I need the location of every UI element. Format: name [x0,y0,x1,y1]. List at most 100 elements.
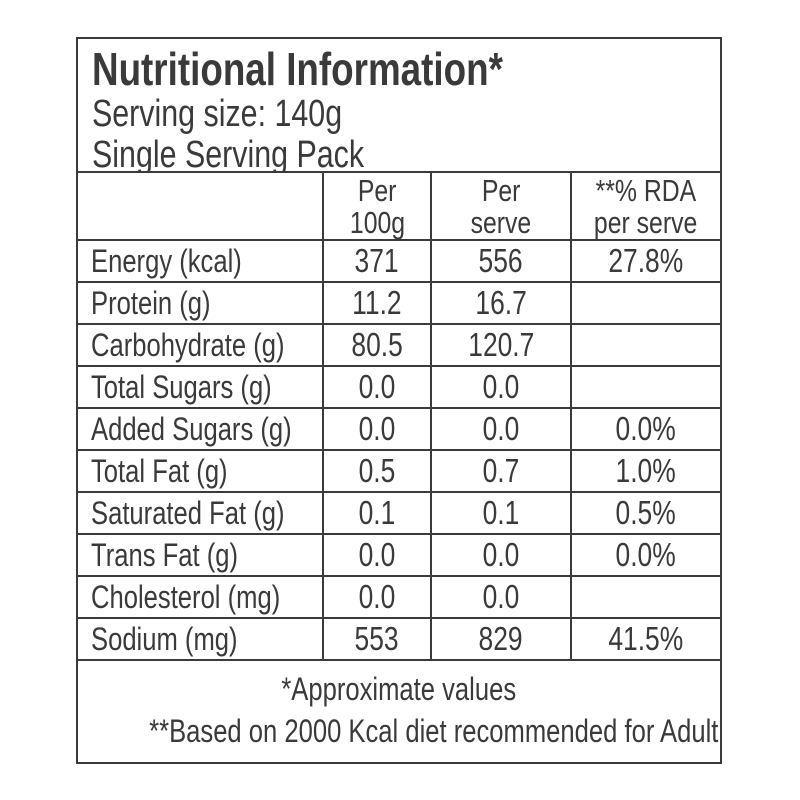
per-serve-value: 829 [432,619,572,661]
rda-value: 41.5% [572,619,720,661]
col-header-per-serve-line1: Per [481,173,521,208]
rda-value: 27.8% [572,241,720,283]
per-serve-value: 120.7 [432,325,572,367]
per-serve-value: 0.0 [432,535,572,577]
per-serve-value: 0.0 [432,577,572,619]
footnote-approximate: *Approximate values [281,670,517,707]
nutrient-name: Sodium (mg) [78,619,324,661]
nutrient-name-text: Saturated Fat (g) [91,494,285,531]
col-header-per-100g: Per 100g [324,173,432,241]
nutrient-name-text: Sodium (mg) [91,620,238,657]
per-serve-text: 0.0 [482,410,520,447]
rda-value [572,325,720,367]
serving-size-row: Serving size: 140g [92,94,710,135]
nutrient-name-text: Trans Fat (g) [91,536,238,573]
col-header-empty [78,173,324,241]
col-header-rda: **% RDA per serve [572,173,720,241]
col-header-rda-line2: per serve [594,204,698,240]
nutrient-name-text: Protein (g) [91,284,211,321]
per-serve-value: 0.7 [432,451,572,493]
per-100g-text: 0.0 [358,410,396,447]
per-100g-value: 371 [324,241,432,283]
per-serve-text: 0.0 [482,536,520,573]
nutrition-label: Nutritional Information* Serving size: 1… [76,37,722,764]
footnote-rda-basis-row: **Based on 2000 Kcal diet recommended fo… [78,710,720,752]
per-100g-text: 0.0 [358,368,396,405]
nutrient-name-text: Cholesterol (mg) [91,578,281,615]
col-header-per-serve: Per serve [432,173,572,241]
col-header-per-100g-line2: 100g [349,204,405,240]
page-title-row: Nutritional Information* [92,44,710,94]
rda-value: 1.0% [572,451,720,493]
rda-value [572,577,720,619]
rda-text: 1.0% [615,452,677,489]
nutrient-name: Total Fat (g) [78,451,324,493]
per-100g-value: 553 [324,619,432,661]
col-header-per-serve-line2: serve [470,204,532,240]
per-serve-text: 0.7 [482,452,520,489]
per-serve-value: 0.0 [432,409,572,451]
nutrient-name-text: Total Sugars (g) [91,368,272,405]
col-header-per-100g-line1: Per [357,173,397,208]
rda-text: 0.0% [615,536,677,573]
nutrient-name: Protein (g) [78,283,324,325]
per-100g-value: 0.1 [324,493,432,535]
footnote-rda-basis: **Based on 2000 Kcal diet recommended fo… [149,712,719,749]
nutrient-name-text: Total Fat (g) [91,452,228,489]
nutrient-name: Trans Fat (g) [78,535,324,577]
per-100g-value: 0.0 [324,409,432,451]
pack-type-row: Single Serving Pack [92,134,710,173]
footnote-approximate-row: *Approximate values [78,668,720,710]
per-serve-value: 0.0 [432,367,572,409]
nutrient-name-text: Energy (kcal) [91,242,242,279]
rda-text: 0.5% [615,494,677,531]
per-100g-text: 11.2 [352,284,402,321]
per-serve-value: 0.1 [432,493,572,535]
per-100g-text: 553 [354,620,400,657]
page-title: Nutritional Information* [92,43,503,95]
per-100g-value: 0.5 [324,451,432,493]
rda-text: 27.8% [608,242,684,279]
per-100g-text: 0.5 [358,452,396,489]
per-100g-value: 0.0 [324,367,432,409]
col-header-rda-line1: **% RDA [595,173,697,208]
nutrient-name: Total Sugars (g) [78,367,324,409]
nutrient-name: Energy (kcal) [78,241,324,283]
rda-value [572,367,720,409]
per-serve-value: 556 [432,241,572,283]
rda-text: 41.5% [608,620,684,657]
pack-type-text: Single Serving Pack [92,134,365,173]
per-100g-text: 371 [354,242,400,279]
label-header: Nutritional Information* Serving size: 1… [78,39,720,173]
rda-value: 0.0% [572,535,720,577]
rda-text: 0.0% [615,410,677,447]
per-100g-value: 0.0 [324,577,432,619]
nutrition-table: Per 100g Per serve **% RDA per serve Ene… [78,173,720,762]
rda-value: 0.0% [572,409,720,451]
per-100g-value: 0.0 [324,535,432,577]
nutrient-name: Carbohydrate (g) [78,325,324,367]
per-serve-text: 0.0 [482,368,520,405]
footnotes: *Approximate values **Based on 2000 Kcal… [78,661,720,762]
per-serve-text: 0.1 [482,494,520,531]
rda-value [572,283,720,325]
per-serve-text: 0.0 [482,578,520,615]
per-100g-text: 0.0 [358,578,396,615]
nutrient-name: Cholesterol (mg) [78,577,324,619]
per-serve-text: 829 [478,620,524,657]
per-serve-text: 556 [478,242,524,279]
per-serve-text: 120.7 [467,326,535,363]
per-100g-text: 0.0 [358,536,396,573]
rda-value: 0.5% [572,493,720,535]
nutrient-name: Saturated Fat (g) [78,493,324,535]
per-100g-text: 80.5 [351,326,403,363]
serving-size-text: Serving size: 140g [92,93,343,135]
per-serve-value: 16.7 [432,283,572,325]
per-100g-value: 80.5 [324,325,432,367]
per-100g-value: 11.2 [324,283,432,325]
per-100g-text: 0.1 [358,494,396,531]
nutrient-name: Added Sugars (g) [78,409,324,451]
nutrient-name-text: Carbohydrate (g) [91,326,285,363]
nutrient-name-text: Added Sugars (g) [91,410,292,447]
